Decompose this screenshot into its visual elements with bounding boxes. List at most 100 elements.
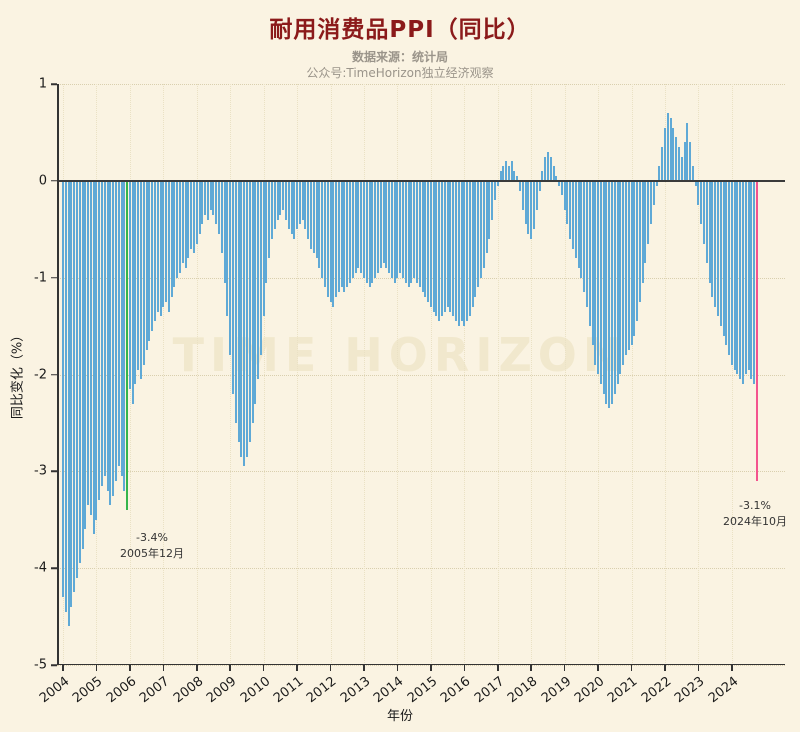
bar (552, 166, 555, 181)
bar (496, 180, 499, 186)
bar (661, 146, 664, 181)
x-tick-label: 2020 (572, 674, 608, 707)
y-tick-label: 0 (38, 173, 47, 189)
bar (360, 180, 363, 273)
x-tick-mark (363, 665, 365, 671)
bar (719, 180, 722, 327)
bar (644, 180, 647, 264)
bar (271, 180, 274, 239)
bar (652, 180, 655, 206)
bar (187, 180, 190, 259)
bar (739, 180, 742, 380)
x-tick-label: 2004 (36, 674, 73, 707)
bar (485, 180, 488, 254)
v-gridline (497, 84, 499, 665)
x-tick-mark (630, 665, 633, 671)
bar (519, 180, 522, 191)
bar (209, 180, 212, 210)
x-tick-mark (262, 665, 265, 671)
bar (64, 180, 67, 612)
bar (530, 180, 533, 239)
bar (638, 180, 641, 302)
bar (655, 180, 658, 186)
bar (304, 180, 307, 230)
v-gridline (196, 84, 198, 665)
bar (131, 180, 134, 404)
bar (666, 113, 669, 181)
x-tick-mark (664, 665, 666, 671)
x-tick-label: 2024 (705, 674, 742, 707)
bar (463, 180, 466, 327)
bar (454, 180, 457, 322)
x-tick-mark (196, 665, 198, 671)
bar (616, 180, 619, 385)
bar (488, 180, 491, 239)
y-axis-spine (57, 84, 59, 665)
bar (332, 180, 335, 307)
bar (151, 180, 154, 331)
y-tick-mark (51, 664, 57, 666)
bar (449, 180, 452, 312)
bar (273, 180, 276, 230)
x-tick-label: 2015 (404, 674, 441, 707)
bar (622, 180, 625, 365)
bar (443, 180, 446, 312)
bar (694, 180, 697, 186)
bar (435, 180, 438, 317)
bar (558, 180, 561, 186)
bar (591, 180, 594, 346)
bar (351, 180, 354, 278)
annotation-2005-low: -3.4% 2005年12月 (120, 530, 184, 562)
bar (340, 180, 343, 288)
bar (613, 180, 616, 394)
y-tick-label: 1 (38, 76, 47, 92)
bar (181, 180, 184, 264)
bar (390, 180, 393, 278)
bar (560, 180, 563, 196)
bar (407, 180, 410, 288)
bar (204, 180, 207, 215)
bar (728, 180, 731, 356)
bar (89, 180, 92, 515)
bar (293, 180, 296, 239)
bar (663, 127, 666, 181)
bar (599, 180, 602, 385)
bar (480, 180, 483, 278)
annotation-2005-value: -3.4% (136, 531, 168, 544)
bar (195, 180, 198, 244)
bar (471, 180, 474, 307)
y-tick-label: -3 (34, 463, 47, 479)
bar (505, 161, 508, 181)
subtitle-source: 数据来源：统计局 (351, 50, 448, 64)
bar (368, 180, 371, 288)
bar (733, 180, 736, 370)
bar (106, 180, 109, 491)
bar (521, 180, 524, 210)
x-tick-mark (463, 665, 466, 671)
bar (672, 127, 675, 181)
bar (315, 180, 318, 259)
x-tick-mark (95, 665, 98, 671)
bar (142, 180, 145, 365)
bar (223, 180, 226, 283)
bar (624, 180, 627, 356)
bar (318, 180, 321, 268)
subtitle-wechat: 公众号:TimeHorizon独立经济观察 (306, 66, 494, 80)
bar (98, 180, 101, 501)
v-gridline (397, 84, 399, 665)
x-axis-spine (57, 663, 785, 665)
bar (535, 180, 538, 210)
bar (265, 180, 268, 283)
bar (114, 180, 117, 481)
bar (722, 180, 725, 336)
bar (396, 180, 399, 278)
bar (597, 180, 600, 375)
bar (78, 180, 81, 564)
bar (753, 180, 756, 385)
bar (112, 180, 115, 496)
bar (611, 180, 614, 404)
bar (524, 180, 527, 225)
bar (421, 180, 424, 293)
bar (438, 180, 441, 322)
bar (190, 180, 193, 249)
